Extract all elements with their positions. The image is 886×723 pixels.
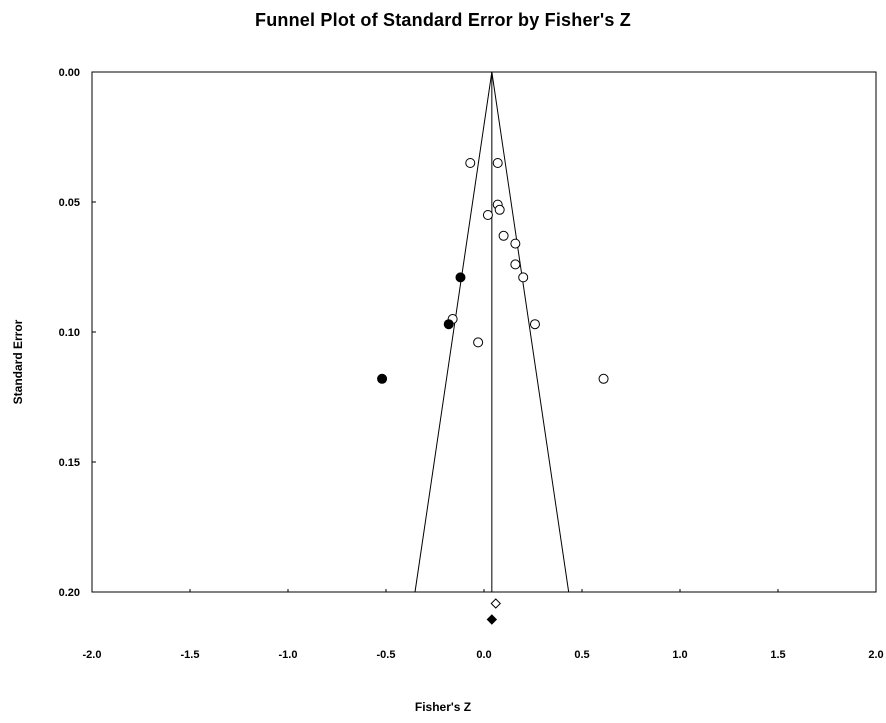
x-axis-label: Fisher's Z	[414, 700, 472, 714]
study-points	[377, 158, 609, 384]
study-point	[494, 204, 505, 215]
study-point	[518, 272, 529, 283]
x-axis-ticks: -2.0 -1.5 -1.0 -0.5 0.0 0.5 1.0 1.5 2.0	[83, 589, 884, 661]
chart-title: Funnel Plot of Standard Error by Fisher'…	[255, 10, 631, 30]
funnel-right-line	[491, 71, 570, 593]
x-tick-label: -0.5	[377, 649, 396, 661]
adjusted-summary-diamond	[486, 614, 498, 625]
study-point	[465, 158, 476, 168]
summary-diamonds	[486, 598, 501, 625]
x-tick-label: 1.0	[672, 649, 687, 661]
x-tick-label: -2.0	[83, 649, 102, 661]
x-tick-label: 0.5	[574, 649, 589, 661]
x-tick-label: -1.5	[181, 649, 200, 661]
plot-frame	[91, 71, 877, 593]
study-point	[510, 259, 521, 270]
x-tick-label: 1.5	[770, 649, 785, 661]
y-tick-label: 0.15	[59, 457, 80, 469]
y-tick-label: 0.00	[59, 67, 80, 79]
imputed-study-point	[443, 319, 454, 330]
imputed-study-point	[455, 272, 466, 283]
y-axis-ticks: 0.00 0.05 0.10 0.15 0.20	[59, 67, 96, 599]
study-point	[529, 319, 540, 330]
imputed-study-point	[377, 373, 388, 384]
funnel-lines	[414, 71, 570, 593]
study-point	[510, 238, 521, 249]
study-point	[498, 230, 509, 241]
study-point	[492, 158, 503, 168]
y-tick-label: 0.10	[59, 327, 80, 339]
study-point	[598, 373, 609, 384]
x-tick-label: -1.0	[279, 649, 298, 661]
y-tick-label: 0.05	[59, 197, 80, 209]
observed-summary-diamond	[490, 598, 501, 609]
x-tick-label: 2.0	[868, 649, 883, 661]
funnel-left-line	[414, 71, 493, 593]
study-point	[473, 337, 484, 348]
y-axis-label: Standard Error	[11, 319, 25, 405]
study-point	[482, 210, 493, 220]
x-tick-label: 0.0	[476, 649, 491, 661]
y-tick-label: 0.20	[59, 587, 80, 599]
